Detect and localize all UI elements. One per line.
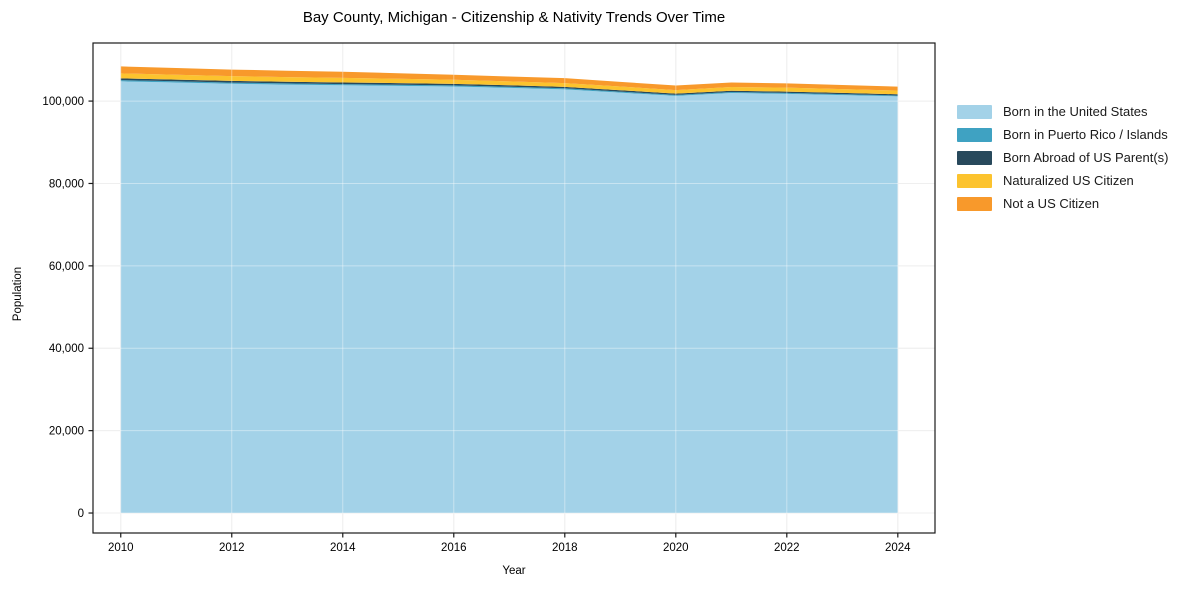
- y-axis-label: Population: [12, 266, 24, 322]
- legend-item: Born in the United States: [957, 100, 1168, 123]
- x-tick-label: 2010: [108, 542, 134, 554]
- legend-item: Born in Puerto Rico / Islands: [957, 123, 1168, 146]
- area-series-1: [120, 80, 898, 97]
- area-series-3: [120, 73, 898, 95]
- legend-label: Born in the United States: [1003, 104, 1148, 119]
- y-tick-label: 20,000: [49, 426, 84, 438]
- legend-label: Born in Puerto Rico / Islands: [1003, 127, 1168, 142]
- legend-item: Born Abroad of US Parent(s): [957, 146, 1168, 169]
- x-axis-label: Year: [502, 565, 526, 577]
- legend-swatch: [957, 150, 992, 165]
- legend-label: Naturalized US Citizen: [1003, 173, 1134, 188]
- x-tick-label: 2024: [885, 542, 911, 554]
- area-series-0: [120, 81, 898, 514]
- axes-spines: [92, 42, 936, 534]
- y-tick-label: 100,000: [42, 96, 84, 108]
- x-tick-label: 2014: [330, 542, 356, 554]
- y-tick-label: 0: [78, 508, 84, 520]
- legend-swatch: [957, 196, 992, 211]
- area-series-2: [120, 78, 898, 96]
- legend-label: Not a US Citizen: [1003, 196, 1100, 211]
- x-tick-label: 2012: [219, 542, 245, 554]
- legend: Born in the United States Born in Puerto …: [957, 100, 1168, 215]
- area-series-4: [120, 66, 898, 91]
- legend-label: Born Abroad of US Parent(s): [1003, 150, 1169, 165]
- legend-item: Not a US Citizen: [957, 192, 1168, 215]
- x-tick-label: 2018: [552, 542, 578, 554]
- x-tick-label: 2016: [441, 542, 467, 554]
- legend-item: Naturalized US Citizen: [957, 169, 1168, 192]
- y-tick-label: 80,000: [49, 178, 84, 190]
- chart-title: Bay County, Michigan - Citizenship & Nat…: [302, 9, 726, 26]
- y-tick-label: 40,000: [49, 343, 84, 355]
- x-tick-label: 2020: [663, 542, 689, 554]
- y-tick-label: 60,000: [49, 261, 84, 273]
- legend-swatch: [957, 173, 992, 188]
- legend-swatch: [957, 127, 992, 142]
- x-tick-label: 2022: [774, 542, 800, 554]
- legend-swatch: [957, 104, 992, 119]
